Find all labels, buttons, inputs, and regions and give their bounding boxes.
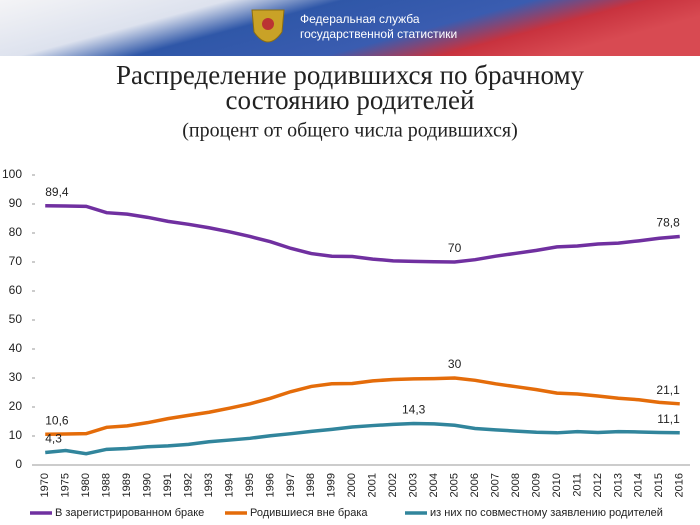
data-label: 30 xyxy=(448,357,462,371)
y-tick-label: 10 xyxy=(9,428,23,442)
y-tick-label: 90 xyxy=(9,196,23,210)
data-line xyxy=(45,421,680,456)
x-tick-label: 1980 xyxy=(80,473,92,497)
x-tick-label: 1996 xyxy=(264,473,276,497)
data-label: 11,1 xyxy=(657,412,680,426)
x-tick-label: 2000 xyxy=(346,473,358,497)
y-tick-label: 30 xyxy=(9,370,23,384)
x-tick-label: 2008 xyxy=(510,473,522,497)
x-tick-label: 1970 xyxy=(39,473,51,497)
x-tick-label: 2013 xyxy=(612,473,624,497)
x-tick-label: 1989 xyxy=(121,473,133,497)
header-text: Федеральная служба xyxy=(300,12,420,26)
data-label: 78,8 xyxy=(656,216,680,230)
x-tick-label: 2004 xyxy=(428,473,440,497)
x-tick-label: 2012 xyxy=(592,473,604,497)
x-tick-label: 2006 xyxy=(469,473,481,497)
x-tick-label: 2014 xyxy=(633,473,645,497)
x-tick-label: 1988 xyxy=(101,473,113,497)
data-label: 10,6 xyxy=(45,413,69,427)
data-line xyxy=(45,376,680,437)
emblem xyxy=(251,9,285,43)
x-tick-label: 1997 xyxy=(285,473,297,497)
x-tick-label: 2011 xyxy=(571,473,583,497)
x-tick-label: 1993 xyxy=(203,473,215,497)
data-label: 89,4 xyxy=(45,185,69,199)
legend-label: Родившиеся вне брака xyxy=(250,507,368,519)
legend-label: В зарегистрированном браке xyxy=(55,507,204,519)
y-tick-label: 40 xyxy=(9,341,23,355)
header-banner xyxy=(0,0,700,56)
x-tick-label: 2016 xyxy=(674,473,686,497)
x-tick-label: 1998 xyxy=(305,473,317,497)
x-tick-label: 2010 xyxy=(551,473,563,497)
x-tick-label: 1995 xyxy=(244,473,256,497)
x-tick-label: 2001 xyxy=(367,473,379,497)
x-tick-label: 2007 xyxy=(489,473,501,497)
x-tick-label: 1991 xyxy=(162,473,174,497)
x-tick-label: 2009 xyxy=(530,473,542,497)
y-tick-label: 80 xyxy=(9,225,23,239)
data-label: 14,3 xyxy=(402,403,426,417)
chart-title: состоянию родителей xyxy=(226,85,475,115)
chart-title: Распределение родившихся по брачному xyxy=(116,60,585,90)
y-tick-label: 60 xyxy=(9,283,23,297)
data-label: 21,1 xyxy=(656,383,680,397)
y-tick-label: 100 xyxy=(2,167,22,181)
data-label: 70 xyxy=(448,241,462,255)
header-text: государственной статистики xyxy=(300,27,457,41)
x-tick-label: 1975 xyxy=(60,473,72,497)
x-tick-label: 2003 xyxy=(408,473,420,497)
x-tick-label: 1994 xyxy=(223,473,235,497)
y-tick-label: 20 xyxy=(9,399,23,413)
chart-subtitle: (процент от общего числа родившихся) xyxy=(182,120,518,142)
data-line xyxy=(45,203,680,264)
y-tick-label: 70 xyxy=(9,254,23,268)
y-tick-label: 50 xyxy=(9,312,23,326)
x-tick-label: 1990 xyxy=(141,473,153,497)
data-label: 4,3 xyxy=(45,432,62,446)
y-tick-label: 0 xyxy=(15,457,22,471)
x-tick-label: 2015 xyxy=(653,473,665,497)
legend-label: из них по совместному заявлению родителе… xyxy=(430,507,663,519)
x-tick-label: 1999 xyxy=(326,473,338,497)
x-tick-label: 1992 xyxy=(182,473,194,497)
x-tick-label: 2005 xyxy=(449,473,461,497)
x-tick-label: 2002 xyxy=(387,473,399,497)
